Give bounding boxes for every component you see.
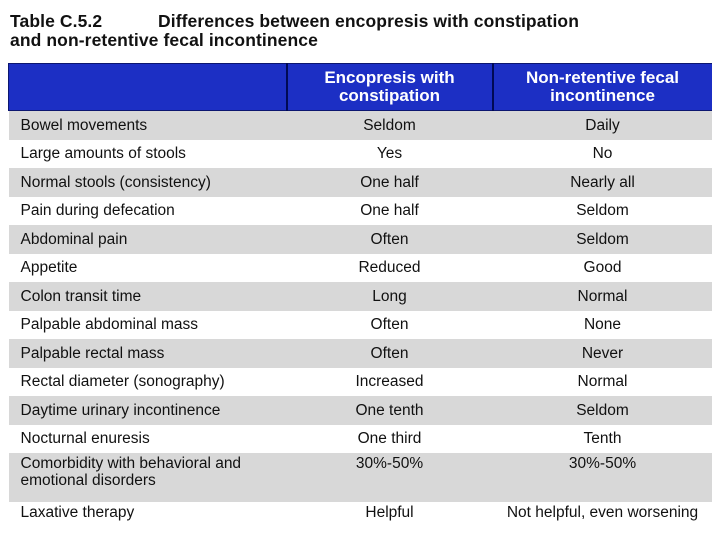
nonretentive-cell: Daily	[492, 110, 712, 140]
table-row: Appetite Reduced Good	[8, 253, 712, 282]
encopresis-cell: Often	[286, 225, 493, 254]
encopresis-cell: One half	[286, 196, 493, 225]
table-row: Laxative therapy Helpful Not helpful, even…	[8, 502, 712, 540]
table-row: Pain during defecation One half Seldom	[8, 196, 712, 225]
encopresis-cell: Long	[286, 282, 493, 311]
nonretentive-cell: Nearly all	[492, 168, 712, 197]
table-title: Table C.5.2 Differences between encopresi…	[10, 12, 710, 50]
feature-cell: Daytime urinary incontinence	[8, 396, 287, 425]
table-body: Bowel movements Seldom Daily Large amounts …	[8, 110, 712, 540]
table-row: Comorbidity with behavioral and emotiona…	[8, 453, 712, 502]
encopresis-cell: Often	[286, 339, 493, 368]
header-cell-nonretentive: Non-retentive fecal incontinence	[492, 63, 712, 111]
nonretentive-cell: Seldom	[492, 225, 712, 254]
feature-cell: Appetite	[8, 253, 287, 282]
feature-cell: Comorbidity with behavioral and emotiona…	[8, 453, 287, 502]
feature-cell: Normal stools (consistency)	[8, 168, 287, 197]
table-row: Bowel movements Seldom Daily	[8, 110, 712, 140]
encopresis-cell: Increased	[286, 367, 493, 396]
feature-cell: Nocturnal enuresis	[8, 424, 287, 453]
encopresis-cell: One half	[286, 168, 493, 197]
nonretentive-cell: No	[492, 139, 712, 168]
encopresis-cell: One third	[286, 424, 493, 453]
nonretentive-cell: Seldom	[492, 396, 712, 425]
header-cell-feature	[8, 63, 288, 111]
feature-cell: Rectal diameter (sonography)	[8, 367, 287, 396]
nonretentive-cell: Good	[492, 253, 712, 282]
table-title-line1: Table C.5.2 Differences between encopresi…	[10, 12, 710, 31]
nonretentive-cell: Never	[492, 339, 712, 368]
table-row: Nocturnal enuresis One third Tenth	[8, 424, 712, 453]
feature-cell: Pain during defecation	[8, 196, 287, 225]
header-row: Encopresis with constipation Non-retenti…	[8, 63, 712, 111]
table-row: Normal stools (consistency) One half Nearl…	[8, 168, 712, 197]
feature-cell: Abdominal pain	[8, 225, 287, 254]
encopresis-cell: 30%-50%	[286, 453, 493, 502]
header-cell-encopresis: Encopresis with constipation	[286, 63, 494, 111]
table-row: Large amounts of stools Yes No	[8, 139, 712, 168]
encopresis-cell: Reduced	[286, 253, 493, 282]
table-row: Palpable abdominal mass Often None	[8, 310, 712, 339]
feature-cell: Colon transit time	[8, 282, 287, 311]
table-row: Daytime urinary incontinence One tenth Sel…	[8, 396, 712, 425]
nonretentive-cell: Tenth	[492, 424, 712, 453]
table-number: Table C.5.2	[10, 11, 103, 31]
table-header: Encopresis with constipation Non-retenti…	[8, 63, 712, 111]
feature-cell: Palpable rectal mass	[8, 339, 287, 368]
table-row: Rectal diameter (sonography) Increased Nor…	[8, 367, 712, 396]
feature-cell: Palpable abdominal mass	[8, 310, 287, 339]
table-title-text-line1: Differences between encopresis with cons…	[158, 11, 580, 31]
feature-cell: Bowel movements	[8, 110, 287, 140]
table-row: Abdominal pain Often Seldom	[8, 225, 712, 254]
table-row: Palpable rectal mass Often Never	[8, 339, 712, 368]
nonretentive-cell: 30%-50%	[492, 453, 712, 502]
nonretentive-cell: Not helpful, even worsening	[492, 502, 712, 540]
encopresis-cell: Yes	[286, 139, 493, 168]
comparison-table: Encopresis with constipation Non-retenti…	[8, 63, 712, 540]
nonretentive-cell: Normal	[492, 367, 712, 396]
table-title-text-line2: and non-retentive fecal incontinence	[10, 30, 318, 50]
table-row: Colon transit time Long Normal	[8, 282, 712, 311]
nonretentive-cell: None	[492, 310, 712, 339]
encopresis-cell: Seldom	[286, 110, 493, 140]
feature-cell: Laxative therapy	[8, 502, 287, 540]
feature-cell: Large amounts of stools	[8, 139, 287, 168]
encopresis-cell: Helpful	[286, 502, 493, 540]
nonretentive-cell: Seldom	[492, 196, 712, 225]
encopresis-cell: Often	[286, 310, 493, 339]
encopresis-cell: One tenth	[286, 396, 493, 425]
comparison-table-container: Encopresis with constipation Non-retenti…	[8, 63, 712, 540]
nonretentive-cell: Normal	[492, 282, 712, 311]
